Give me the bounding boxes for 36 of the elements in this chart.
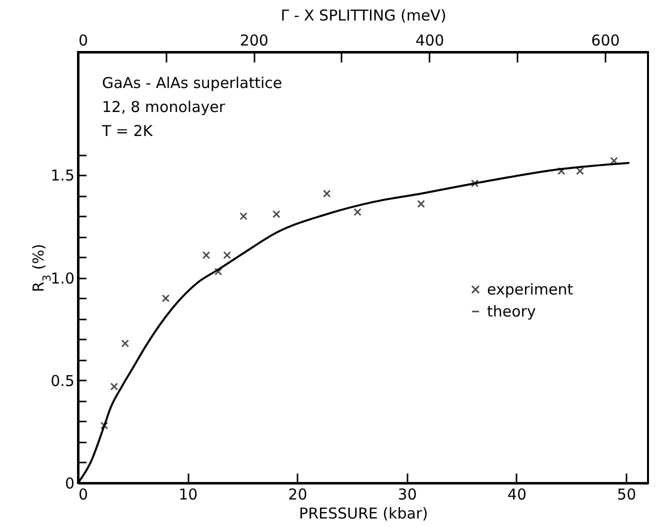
point — [417, 200, 426, 208]
point — [470, 179, 479, 188]
y-tick-label: 0 — [64, 474, 74, 492]
point — [202, 251, 210, 260]
point — [100, 422, 108, 430]
x2-tick-label: 200 — [240, 32, 268, 50]
x-axis-title: PRESSURE (kbar) — [299, 504, 428, 522]
point — [272, 210, 280, 218]
legend-label: experiment — [487, 280, 574, 298]
point — [214, 268, 222, 276]
point — [322, 190, 331, 198]
x-tick-label: 20 — [288, 486, 308, 504]
x2-tick-label: 0 — [78, 32, 88, 50]
y-tick-label: 1.0 — [50, 269, 74, 288]
point — [121, 340, 130, 348]
x2-axis-title: Γ - X SPLITTING (meV) — [280, 6, 446, 24]
y-tick-label: 1.5 — [50, 166, 74, 185]
point — [223, 251, 231, 260]
x-tick-label: 50 — [617, 486, 636, 504]
legend-label: theory — [487, 302, 536, 320]
x2-tick-label: 600 — [591, 32, 620, 50]
annotation: 12, 8 monolayer — [102, 98, 226, 116]
y-tick-label: 0.5 — [50, 372, 74, 390]
annotation: T = 2K — [101, 122, 154, 140]
x-tick-label: 10 — [178, 486, 198, 504]
x2-tick-label: 400 — [415, 32, 444, 50]
point — [240, 212, 248, 220]
point — [110, 382, 118, 390]
x-tick-label: 0 — [78, 486, 88, 504]
x-tick-label: 40 — [507, 486, 527, 504]
point — [162, 294, 170, 302]
x-tick-label: 30 — [398, 486, 417, 504]
annotation: GaAs - AlAs superlattice — [102, 74, 282, 92]
point — [557, 167, 566, 175]
point — [576, 167, 584, 175]
point — [354, 208, 362, 216]
